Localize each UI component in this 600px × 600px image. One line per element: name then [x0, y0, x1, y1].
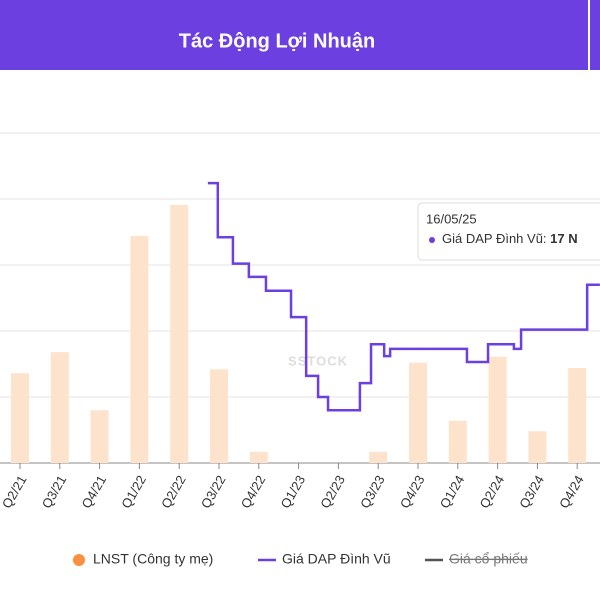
- chart-title: Tác Động Lợi Nhuận: [179, 30, 375, 52]
- bar: [210, 369, 228, 463]
- tooltip-dot: [429, 237, 435, 243]
- bar: [369, 451, 388, 463]
- x-tick-label: Q4/21: [78, 473, 109, 511]
- bar: [170, 204, 189, 463]
- bar: [11, 373, 29, 463]
- watermark: SSTOCK: [288, 353, 348, 368]
- header: [0, 0, 600, 70]
- tooltip: 16/05/25 Giá DAP Đình Vũ: 17 N: [417, 202, 600, 261]
- bar: [249, 451, 268, 463]
- bar: [50, 352, 69, 463]
- tooltip-label: Giá DAP Đình Vũ:: [442, 231, 550, 246]
- x-tick-label: Q2/22: [158, 473, 189, 511]
- x-tick-label: Q4/23: [397, 473, 428, 511]
- x-tick-label: Q2/21: [0, 473, 30, 511]
- x-tick-label: Q3/21: [39, 473, 70, 511]
- x-tick-label: Q2/23: [317, 473, 348, 511]
- x-tick-label: Q1/23: [277, 473, 308, 511]
- x-tick-label: Q1/22: [118, 473, 149, 511]
- header-separator: [588, 0, 590, 70]
- legend-label: Giá DAP Đình Vũ: [282, 551, 391, 567]
- x-tick-label: Q1/24: [437, 473, 468, 511]
- legend-marker: [73, 554, 85, 566]
- legend-label: Giá cổ phiếu: [449, 551, 528, 567]
- bar: [488, 356, 507, 463]
- bar: [409, 362, 427, 463]
- bar: [130, 235, 149, 463]
- tooltip-box: [417, 202, 600, 261]
- x-tick-label: Q3/22: [198, 473, 229, 511]
- x-tick-label: Q1/25: [596, 473, 600, 511]
- tooltip-text: Giá DAP Đình Vũ: 17 N: [442, 231, 578, 246]
- x-tick-label: Q2/24: [476, 473, 507, 511]
- bar: [568, 367, 587, 463]
- legend-label: LNST (Công ty mẹ): [93, 551, 213, 567]
- tooltip-date: 16/05/25: [426, 211, 477, 226]
- x-tick-label: Q3/24: [516, 473, 547, 511]
- x-tick-label: Q3/23: [357, 473, 388, 511]
- tooltip-value: 17 N: [550, 231, 577, 246]
- price-line: [207, 181, 600, 412]
- bar: [90, 410, 109, 463]
- bar: [528, 431, 547, 463]
- x-tick-label: Q4/24: [556, 473, 587, 511]
- bar: [448, 420, 467, 463]
- x-tick-label: Q4/22: [238, 473, 269, 511]
